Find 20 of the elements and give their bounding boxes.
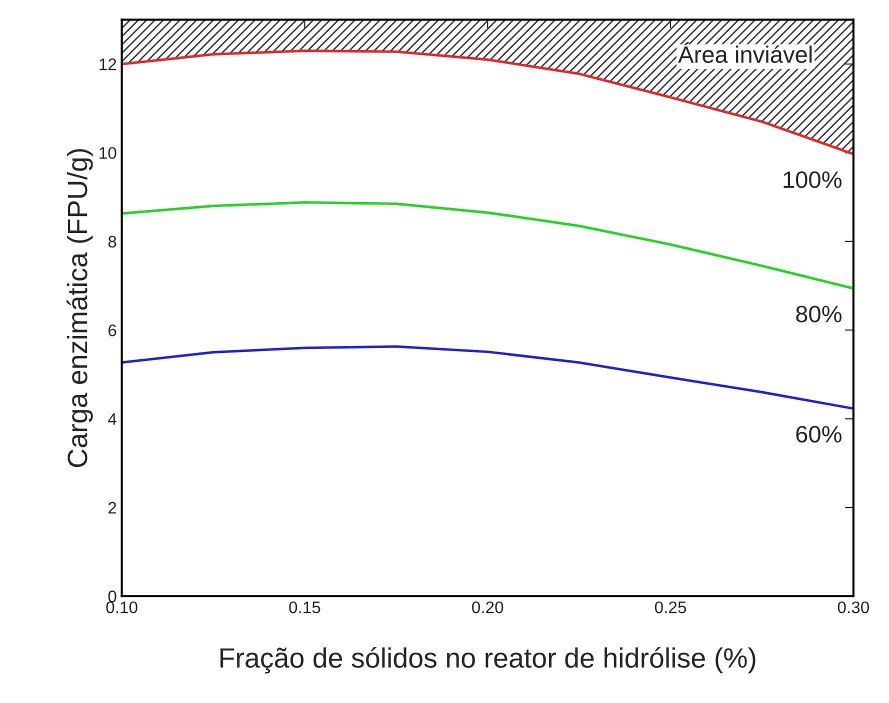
series-label: 60% <box>796 426 842 443</box>
x-tick-label: 0.15 <box>289 601 320 614</box>
x-tick-label: 0.10 <box>106 601 138 614</box>
y-tick-label: 6 <box>108 324 116 336</box>
series-label: 80% <box>796 306 842 322</box>
y-tick-label: 2 <box>108 502 116 514</box>
y-tick-label: 10 <box>100 147 116 159</box>
y-axis-title: Carga enzimática (FPU/g) <box>66 149 93 468</box>
y-tick-label: 0 <box>108 590 116 602</box>
y-tick-label: 4 <box>108 413 116 425</box>
line-series <box>122 345 854 410</box>
x-tick-label: 0.30 <box>838 601 870 614</box>
series-label: 100% <box>784 171 842 188</box>
y-tick-label: 12 <box>100 58 116 70</box>
x-tick-label: 0.20 <box>472 601 504 614</box>
x-axis-title: Fração de sólidos no reator de hidrólise (%) <box>220 647 756 674</box>
y-tick-label: 8 <box>108 236 116 248</box>
annotation: Área inviável <box>678 42 812 63</box>
x-tick-label: 0.25 <box>654 601 686 614</box>
line-series <box>122 201 854 290</box>
